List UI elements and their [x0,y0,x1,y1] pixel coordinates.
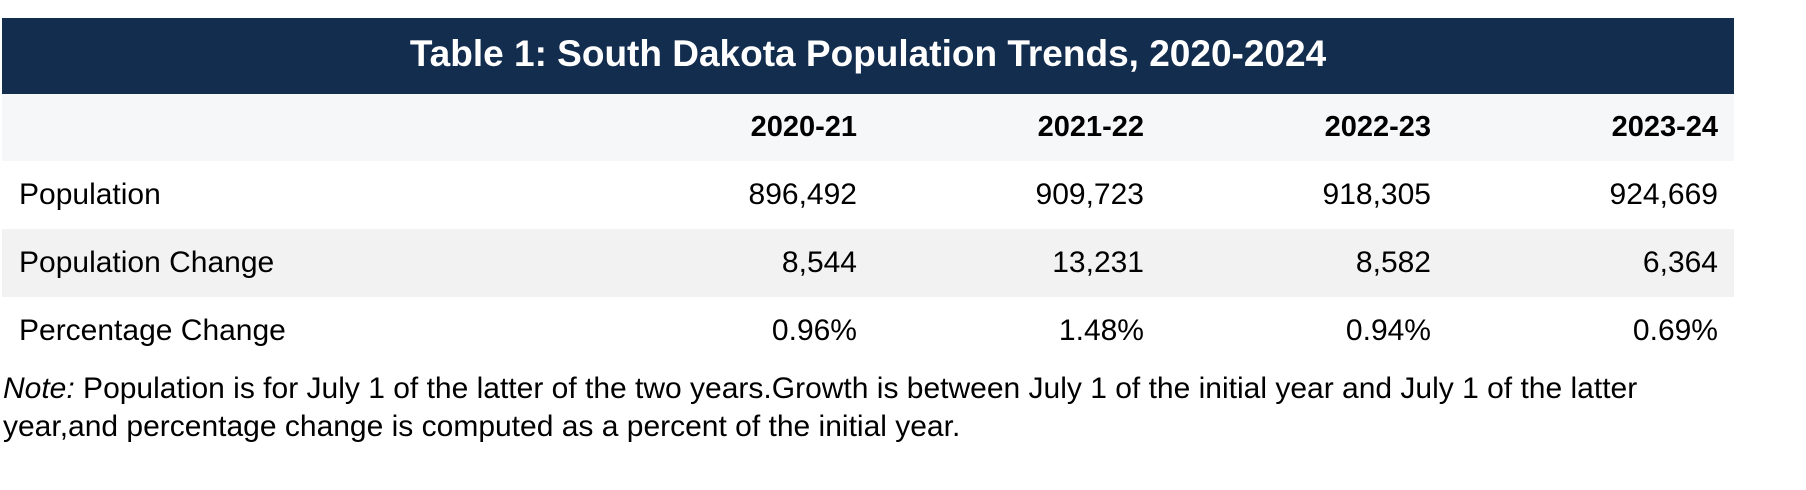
table-cell: 918,305 [1322,178,1431,211]
table-cell: 0.94% [1345,314,1431,347]
table-row-population-change: Population Change 8,544 13,231 8,582 6,3… [2,229,1734,297]
table-cell: 8,582 [1355,246,1431,279]
table-row-percentage-change: Percentage Change 0.96% 1.48% 0.94% 0.69… [2,297,1734,365]
column-header-2023-24: 2023-24 [1611,111,1718,143]
table-cell: 13,231 [1052,246,1144,279]
note-label: Note: [3,372,75,405]
population-table-container: Table 1: South Dakota Population Trends,… [2,18,1734,365]
column-header-2021-22: 2021-22 [1037,111,1144,143]
row-label: Population [19,178,161,211]
table-cell: 8,544 [781,246,857,279]
column-header-label [2,94,586,161]
header-row: 2020-21 2021-22 2022-23 2023-24 [2,94,1734,161]
table-cell: 0.69% [1632,314,1718,347]
note-text: Population is for July 1 of the latter o… [3,372,1638,443]
column-header-2020-21: 2020-21 [750,111,857,143]
row-label: Percentage Change [19,314,286,347]
table-cell: 924,669 [1609,178,1718,211]
table-cell: 6,364 [1642,246,1718,279]
row-label: Population Change [19,246,275,279]
column-header-2022-23: 2022-23 [1324,111,1431,143]
population-table: 2020-21 2021-22 2022-23 2023-24 Populati… [2,94,1734,365]
table-cell: 896,492 [748,178,857,211]
table-row-population: Population 896,492 909,723 918,305 924,6… [2,161,1734,229]
table-cell: 909,723 [1035,178,1144,211]
table-cell: 0.96% [771,314,857,347]
table-note: Note: Population is for July 1 of the la… [3,370,1703,446]
table-cell: 1.48% [1058,314,1144,347]
table-title: Table 1: South Dakota Population Trends,… [2,18,1734,94]
